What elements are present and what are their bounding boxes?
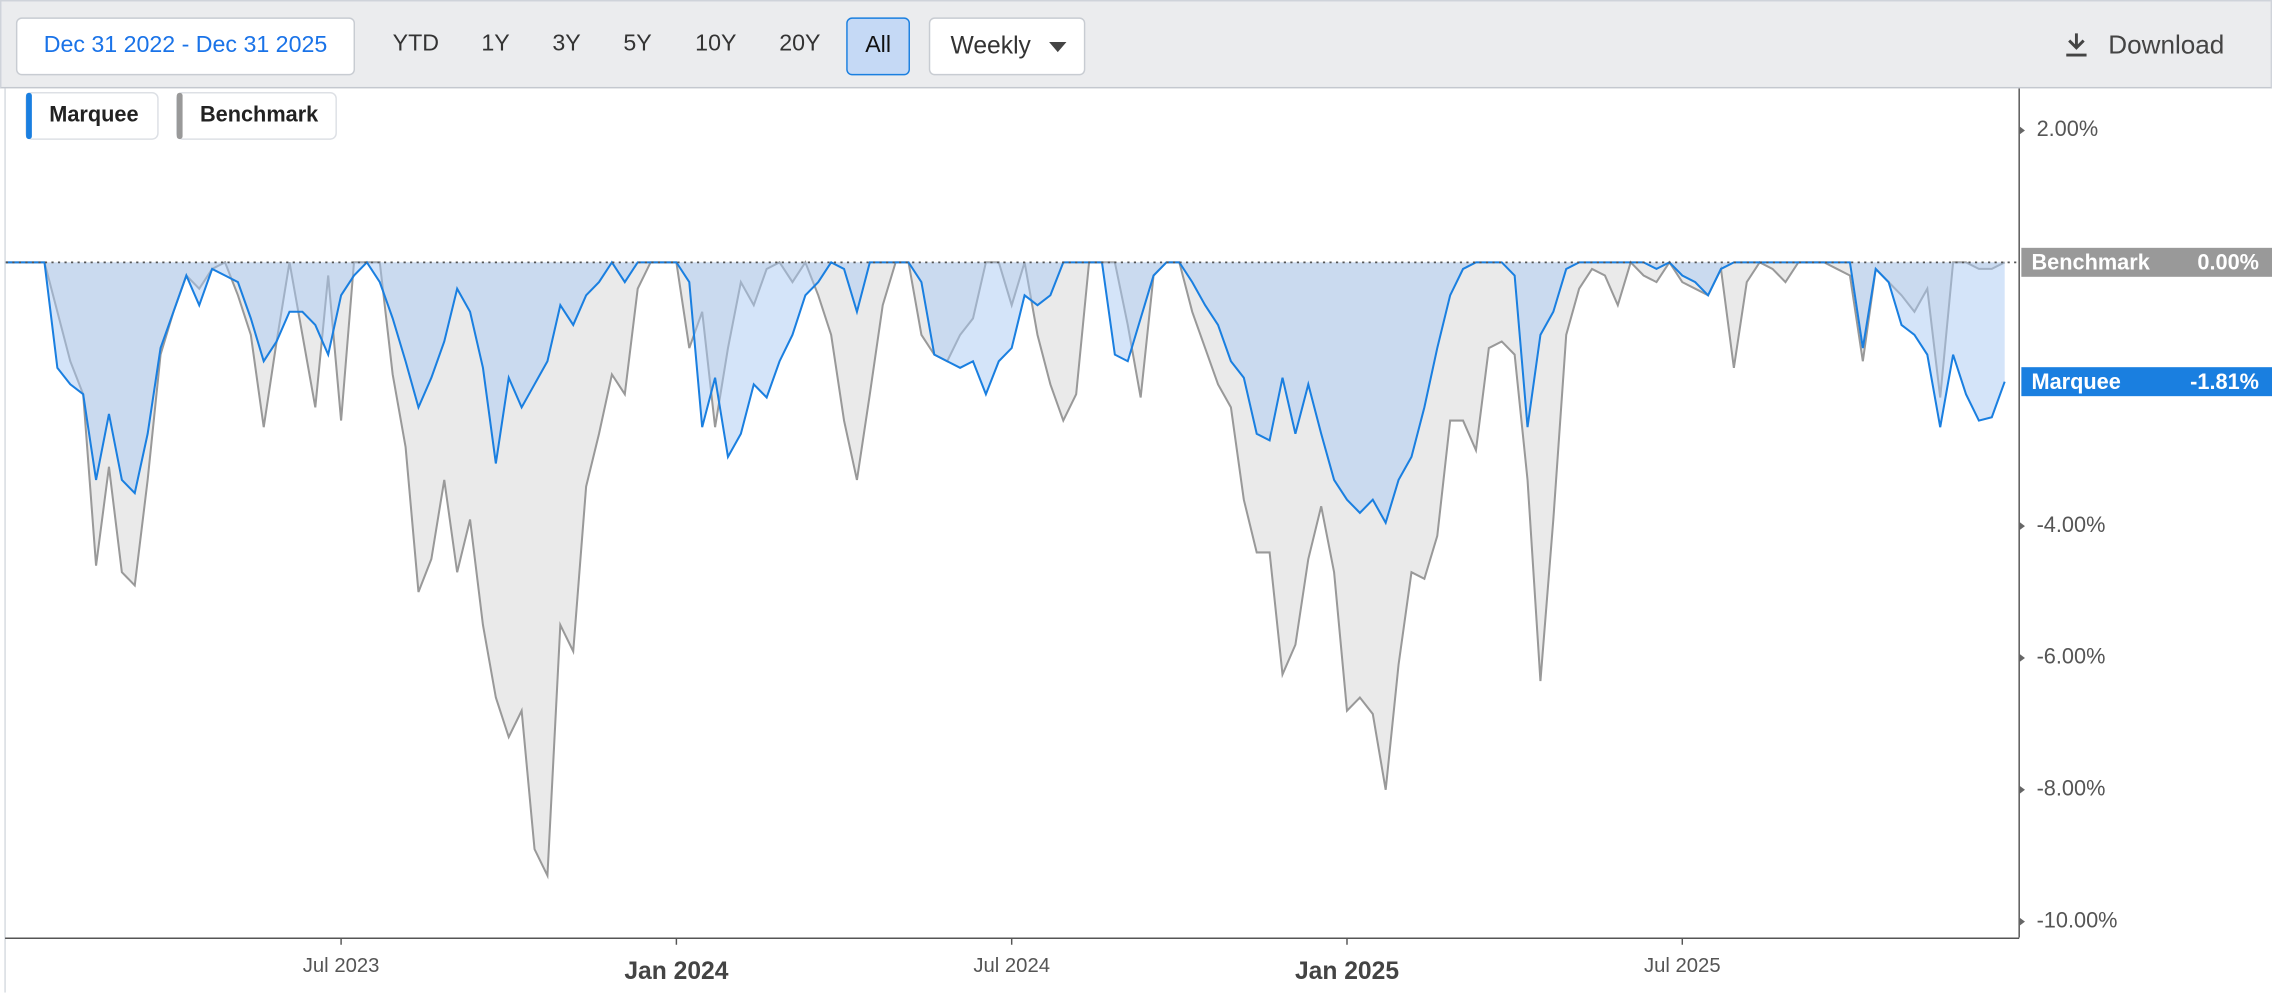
frequency-dropdown[interactable]: Weekly [928,17,1086,76]
range-button[interactable]: 5Y [623,31,652,57]
end-label-box [2021,367,2272,397]
y-tick-label: -6.00% [2037,644,2106,669]
y-tick-label: -8.00% [2037,776,2106,801]
y-tick [2019,785,2025,795]
range-button[interactable]: All [846,17,910,76]
frequency-label: Weekly [950,31,1031,60]
x-tick-label: Jan 2025 [1295,958,1399,985]
range-button[interactable]: 1Y [481,31,510,57]
toolbar: Dec 31 2022 - Dec 31 2025 YTD 1Y 3Y 5Y 10Y 20… [0,0,2272,89]
x-tick-label: Jul 2023 [303,955,380,977]
end-label-box [2021,247,2272,277]
legend-swatch [176,92,183,140]
y-tick [2019,653,2025,663]
caret [1049,42,1067,53]
y-tick [2019,917,2025,927]
legend-label: Marquee [49,102,138,127]
range-button[interactable]: 20Y [779,31,821,57]
end-label-name: Benchmark [2031,250,2150,275]
range-button[interactable]: YTD [392,31,440,57]
end-label-value: -1.81% [2190,369,2259,394]
range-button[interactable]: 3Y [552,31,581,57]
plot-area [5,86,2020,938]
y-tick-label: -4.00% [2037,512,2106,537]
date-range[interactable]: Dec 31 2022 - Dec 31 2025 [15,17,356,76]
line [5,260,2006,526]
y-tick [2019,521,2025,531]
x-tick-label: Jan 2024 [624,958,728,985]
area-fill [5,262,2005,523]
y-tick-label: 2.00% [2037,116,2099,141]
legend-label: Benchmark [200,102,319,127]
download-button[interactable]: Download [2059,17,2236,72]
range-button[interactable]: 10Y [695,31,737,57]
end-label-name: Marquee [2031,369,2120,394]
area-fill [5,262,2005,876]
legend-swatch [26,92,32,140]
x-tick-label: Jul 2025 [1644,955,1721,977]
end-label-value: 0.00% [2197,250,2259,275]
y-tick [2019,126,2025,135]
download-label: Download [2108,30,2225,60]
download-icon [2066,33,2087,57]
y-tick-label: -10.00% [2037,907,2118,932]
x-tick-label: Jul 2024 [973,955,1050,977]
